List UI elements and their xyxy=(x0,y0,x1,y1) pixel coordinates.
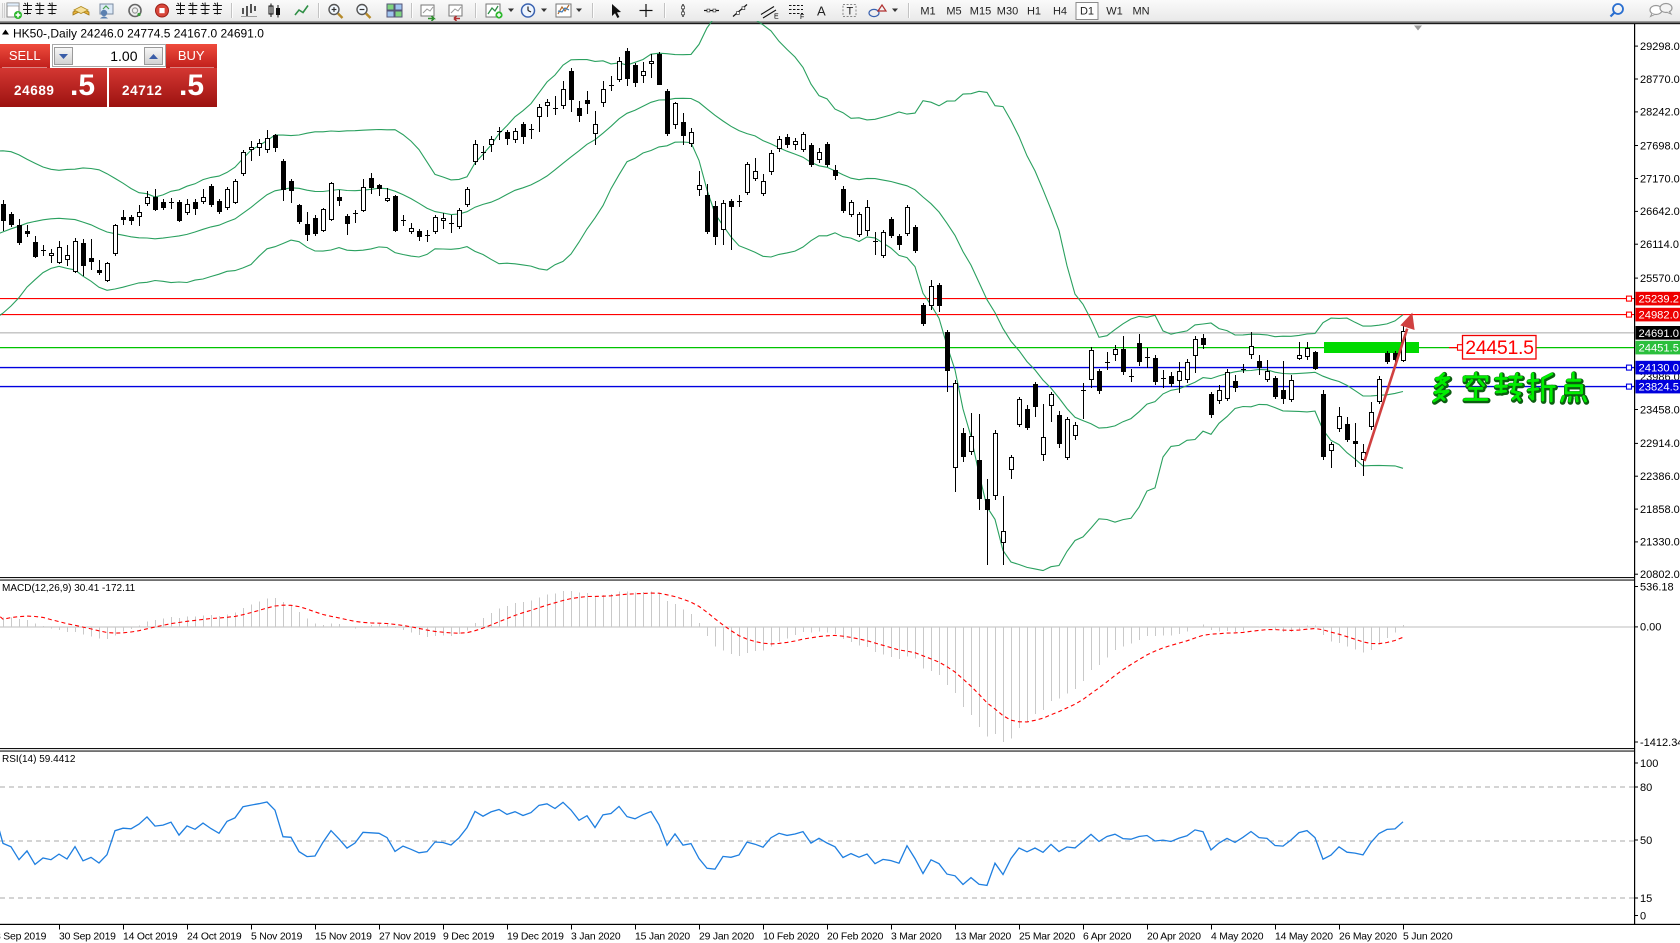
svg-text:26114.0: 26114.0 xyxy=(1640,239,1679,251)
svg-text:5 Jun 2020: 5 Jun 2020 xyxy=(1403,932,1453,943)
svg-text:HK50-,Daily 24246.0 24774.5 2: HK50-,Daily 24246.0 24774.5 24167.0 2469… xyxy=(13,27,264,41)
svg-text:29298.0: 29298.0 xyxy=(1640,41,1680,53)
svg-text:536.18: 536.18 xyxy=(1640,581,1674,593)
svg-text:M30: M30 xyxy=(997,6,1018,18)
svg-text:MACD(12,26,9) 30.41 -172.11: MACD(12,26,9) 30.41 -172.11 xyxy=(2,583,136,594)
svg-text:21858.0: 21858.0 xyxy=(1640,504,1680,516)
svg-text:6 Apr 2020: 6 Apr 2020 xyxy=(1083,932,1132,943)
svg-text:28770.0: 28770.0 xyxy=(1640,74,1680,86)
svg-text:0: 0 xyxy=(1640,910,1646,922)
svg-text:29 Jan 2020: 29 Jan 2020 xyxy=(699,932,754,943)
svg-text:100: 100 xyxy=(1640,758,1658,770)
svg-text:27 Nov 2019: 27 Nov 2019 xyxy=(379,932,436,943)
svg-text:28242.0: 28242.0 xyxy=(1640,107,1680,119)
svg-text:9 Dec 2019: 9 Dec 2019 xyxy=(443,932,495,943)
svg-text:14 May 2020: 14 May 2020 xyxy=(1275,932,1333,943)
svg-text:H4: H4 xyxy=(1053,6,1067,18)
svg-text:19 Dec 2019: 19 Dec 2019 xyxy=(507,932,564,943)
svg-text:H1: H1 xyxy=(1027,6,1041,18)
svg-text:80: 80 xyxy=(1640,782,1652,794)
svg-text:15 Jan 2020: 15 Jan 2020 xyxy=(635,932,690,943)
svg-text:27698.0: 27698.0 xyxy=(1640,140,1680,152)
svg-text:MN: MN xyxy=(1132,6,1149,18)
svg-text:23458.0: 23458.0 xyxy=(1640,404,1680,416)
svg-text:24 Oct 2019: 24 Oct 2019 xyxy=(187,932,242,943)
svg-text:24451.5: 24451.5 xyxy=(1639,343,1679,355)
svg-text:A: A xyxy=(817,4,826,19)
svg-text:24691.0: 24691.0 xyxy=(1639,328,1679,340)
svg-text:20 Feb 2020: 20 Feb 2020 xyxy=(827,932,884,943)
svg-text:4 May 2020: 4 May 2020 xyxy=(1211,932,1264,943)
svg-text:20 Apr 2020: 20 Apr 2020 xyxy=(1147,932,1201,943)
svg-text:RSI(14) 59.4412: RSI(14) 59.4412 xyxy=(2,754,76,765)
svg-text:25 Mar 2020: 25 Mar 2020 xyxy=(1019,932,1076,943)
svg-text:27170.0: 27170.0 xyxy=(1640,173,1680,185)
svg-text:M5: M5 xyxy=(946,6,961,18)
svg-text:T: T xyxy=(847,6,854,18)
svg-text:50: 50 xyxy=(1640,835,1652,847)
svg-text:10 Feb 2020: 10 Feb 2020 xyxy=(763,932,820,943)
svg-text:15: 15 xyxy=(1640,893,1652,905)
svg-text:3 Jan 2020: 3 Jan 2020 xyxy=(571,932,621,943)
svg-text:25239.2: 25239.2 xyxy=(1639,294,1679,306)
svg-text:3 Mar 2020: 3 Mar 2020 xyxy=(891,932,942,943)
svg-text:24982.0: 24982.0 xyxy=(1639,310,1679,322)
svg-text:30 Sep 2019: 30 Sep 2019 xyxy=(59,932,116,943)
svg-text:E: E xyxy=(774,14,779,21)
svg-text:23824.5: 23824.5 xyxy=(1639,382,1679,394)
svg-text:F: F xyxy=(800,14,804,21)
svg-text:15 Nov 2019: 15 Nov 2019 xyxy=(315,932,372,943)
svg-text:13 Mar 2020: 13 Mar 2020 xyxy=(955,932,1012,943)
svg-text:24451.5: 24451.5 xyxy=(1465,337,1534,359)
svg-text:M15: M15 xyxy=(970,6,991,18)
svg-text:0.00: 0.00 xyxy=(1640,622,1661,634)
svg-text:20802.0: 20802.0 xyxy=(1640,569,1680,581)
svg-text:26 May 2020: 26 May 2020 xyxy=(1339,932,1397,943)
svg-text:26642.0: 26642.0 xyxy=(1640,206,1680,218)
svg-text:25570.0: 25570.0 xyxy=(1640,273,1680,285)
svg-text:D1: D1 xyxy=(1080,6,1094,18)
svg-text:5 Nov 2019: 5 Nov 2019 xyxy=(251,932,303,943)
svg-text:22914.0: 22914.0 xyxy=(1640,438,1680,450)
svg-text:21330.0: 21330.0 xyxy=(1640,537,1680,549)
svg-text:W1: W1 xyxy=(1106,6,1123,18)
svg-text:M1: M1 xyxy=(920,6,935,18)
svg-text:22386.0: 22386.0 xyxy=(1640,471,1680,483)
svg-text:8 Sep 2019: 8 Sep 2019 xyxy=(0,932,47,943)
svg-text:24130.0: 24130.0 xyxy=(1639,363,1679,375)
svg-text:14 Oct 2019: 14 Oct 2019 xyxy=(123,932,178,943)
svg-text:-1412.34: -1412.34 xyxy=(1640,737,1680,749)
